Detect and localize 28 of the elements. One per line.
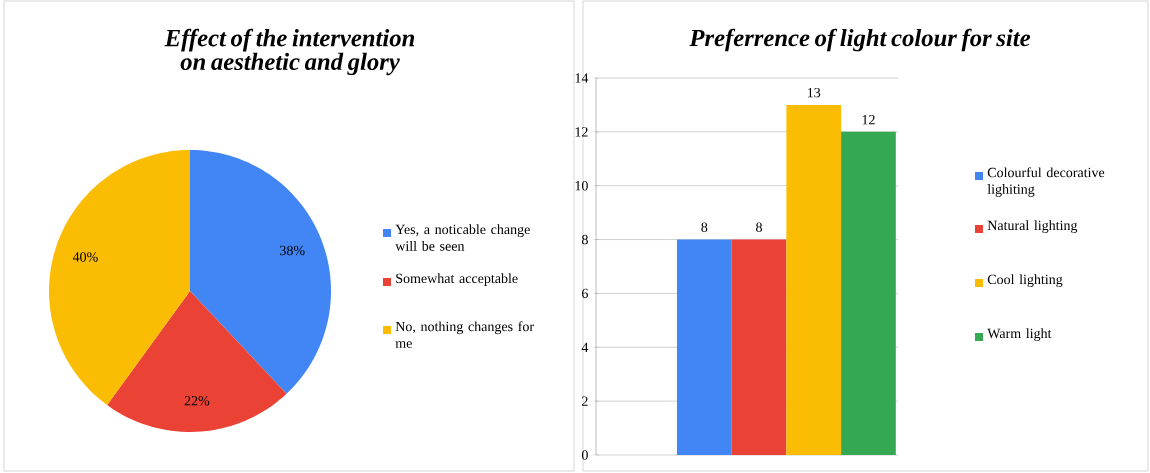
- legend-label: Warm light: [987, 328, 1052, 341]
- y-tick-label: 8: [581, 234, 588, 245]
- data-label: 38%: [280, 245, 305, 256]
- legend-label: Cool lighting: [987, 274, 1063, 287]
- data-label: 8: [701, 222, 708, 232]
- bar: [676, 239, 732, 455]
- y-tick-label: 2: [582, 396, 588, 406]
- legend-label: Yes, a noticable change will be seen: [395, 224, 530, 251]
- y-tick-label: 6: [582, 288, 588, 299]
- legend-label: Somewhat acceptable: [396, 273, 518, 286]
- y-tick-label: 0: [581, 450, 588, 460]
- data-label: 13: [807, 87, 821, 98]
- y-tick-label: 4: [581, 342, 589, 352]
- legend-label: No, nothing changes for me: [395, 321, 534, 348]
- chart-title: Preferrence of light colour for site: [689, 28, 1031, 52]
- data-label: 22%: [184, 396, 210, 406]
- y-tick-label: 10: [575, 180, 588, 191]
- data-label: 8: [756, 222, 762, 232]
- bar: [841, 131, 896, 455]
- chart-title: Effect of the intervention on aesthetic and glory: [164, 28, 415, 76]
- data-label: 40%: [72, 252, 98, 262]
- bar: [731, 239, 787, 455]
- y-tick-label: 14: [575, 73, 589, 83]
- bar: [786, 104, 842, 455]
- legend-label: Natural lighting: [987, 220, 1078, 233]
- data-label: 12: [862, 114, 875, 125]
- legend-label: Colourful decorative lighiting: [987, 167, 1105, 197]
- y-tick-label: 12: [575, 127, 588, 137]
